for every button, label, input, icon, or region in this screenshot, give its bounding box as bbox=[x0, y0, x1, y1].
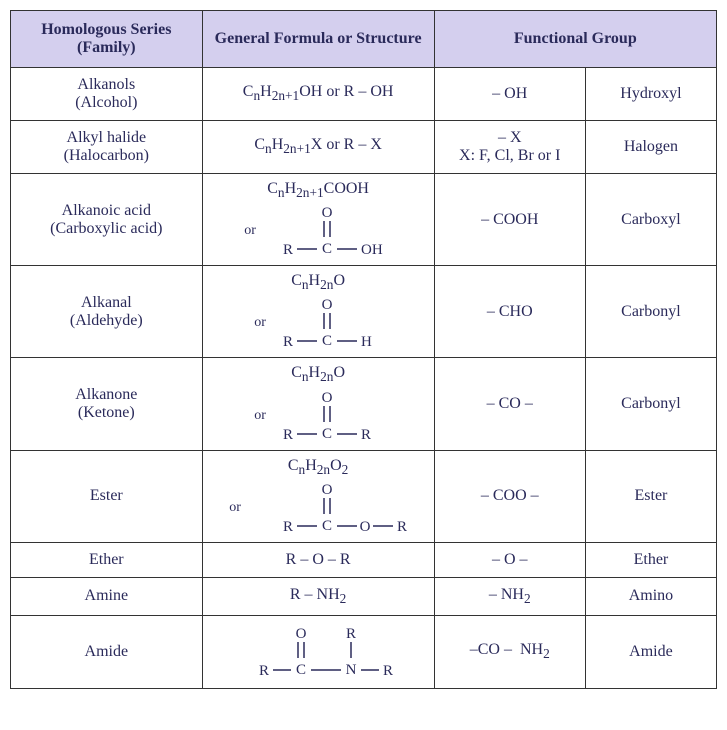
cell-family: Alkanone(Ketone) bbox=[11, 358, 203, 450]
header-formula: General Formula or Structure bbox=[202, 11, 434, 68]
table-row: EtherR – O – R– O –Ether bbox=[11, 542, 717, 577]
cell-functional-group: – NH2 bbox=[434, 577, 585, 615]
or-label: or bbox=[254, 408, 266, 424]
cell-group-name: Ether bbox=[585, 542, 716, 577]
struct-svg: O C R H bbox=[272, 295, 382, 351]
cell-functional-group: – OH bbox=[434, 68, 585, 121]
cell-group-name: Carbonyl bbox=[585, 358, 716, 450]
cell-formula: CnH2nO or O C R R bbox=[202, 358, 434, 450]
cell-group-name: Carboxyl bbox=[585, 174, 716, 266]
cell-formula: R – NH2 bbox=[202, 577, 434, 615]
formula-text: CnH2nO bbox=[254, 364, 382, 385]
svg-text:R: R bbox=[397, 519, 407, 535]
cell-group-name: Hydroxyl bbox=[585, 68, 716, 121]
struct-svg: O C R OH bbox=[262, 203, 392, 259]
table-row: AmineR – NH2– NH2Amino bbox=[11, 577, 717, 615]
svg-text:O: O bbox=[322, 205, 333, 221]
cell-family: Alkanoic acid(Carboxylic acid) bbox=[11, 174, 203, 266]
structure-diagram: O C R N R R bbox=[207, 622, 430, 682]
cell-formula: CnH2nO or O C R H bbox=[202, 266, 434, 358]
svg-text:R: R bbox=[383, 663, 393, 679]
header-fg: Functional Group bbox=[434, 11, 716, 68]
struct-svg: O C R O R bbox=[247, 480, 407, 536]
cell-functional-group: – XX: F, Cl, Br or I bbox=[434, 121, 585, 174]
table-row: EsterCnH2nO2orOCROR– COO –Ester bbox=[11, 450, 717, 542]
formula-text: CnH2nO bbox=[254, 272, 382, 293]
cell-family: Ester bbox=[11, 450, 203, 542]
structure-diagram: O C R R bbox=[272, 388, 382, 444]
svg-text:H: H bbox=[361, 334, 372, 350]
svg-text:C: C bbox=[322, 426, 332, 442]
cell-formula: CnH2n+1OH or R – OH bbox=[202, 68, 434, 121]
cell-group-name: Amide bbox=[585, 615, 716, 688]
svg-text:OH: OH bbox=[361, 242, 383, 258]
functional-groups-table: Homologous Series (Family) General Formu… bbox=[10, 10, 717, 689]
cell-family: Alkanols(Alcohol) bbox=[11, 68, 203, 121]
svg-text:C: C bbox=[296, 662, 306, 678]
table-body: Alkanols(Alcohol)CnH2n+1OH or R – OH– OH… bbox=[11, 68, 717, 689]
cell-functional-group: – COOH bbox=[434, 174, 585, 266]
svg-text:O: O bbox=[296, 626, 307, 642]
cell-formula: R – O – R bbox=[202, 542, 434, 577]
table-row: Alkanal(Aldehyde) CnH2nO or O C R H – CHOCarbon… bbox=[11, 266, 717, 358]
structure-diagram: O C R OH bbox=[262, 203, 392, 259]
svg-text:O: O bbox=[322, 482, 333, 498]
svg-text:C: C bbox=[322, 333, 332, 349]
svg-text:N: N bbox=[346, 662, 357, 678]
structure-diagram: O C R H bbox=[272, 295, 382, 351]
structure-diagram: O C R O R bbox=[247, 480, 407, 536]
cell-family: Alkyl halide(Halocarbon) bbox=[11, 121, 203, 174]
cell-formula: CnH2n+1X or R – X bbox=[202, 121, 434, 174]
svg-text:C: C bbox=[322, 241, 332, 257]
svg-text:R: R bbox=[283, 519, 293, 535]
table-row: Alkanoic acid(Carboxylic acid)CnH2n+1COO… bbox=[11, 174, 717, 266]
cell-family: Alkanal(Aldehyde) bbox=[11, 266, 203, 358]
struct-svg: O C R N R R bbox=[243, 622, 393, 682]
svg-text:R: R bbox=[259, 663, 269, 679]
cell-functional-group: –CO – NH2 bbox=[434, 615, 585, 688]
cell-functional-group: – CO – bbox=[434, 358, 585, 450]
table-row: Alkanone(Ketone) CnH2nO or O C R R – CO –Carbon… bbox=[11, 358, 717, 450]
svg-text:R: R bbox=[283, 334, 293, 350]
svg-text:R: R bbox=[283, 242, 293, 258]
cell-formula: CnH2n+1COOH or O C R OH bbox=[202, 174, 434, 266]
formula-text: CnH2n+1COOH bbox=[244, 180, 392, 201]
table-row: Alkanols(Alcohol)CnH2n+1OH or R – OH– OH… bbox=[11, 68, 717, 121]
formula-text: CnH2nO2 bbox=[229, 457, 407, 478]
cell-functional-group: – COO – bbox=[434, 450, 585, 542]
cell-functional-group: – O – bbox=[434, 542, 585, 577]
svg-text:R: R bbox=[346, 626, 356, 642]
table-row: Alkyl halide(Halocarbon)CnH2n+1X or R – … bbox=[11, 121, 717, 174]
cell-formula: CnH2nO2 or O C R O R bbox=[202, 450, 434, 542]
cell-family: Ether bbox=[11, 542, 203, 577]
svg-text:O: O bbox=[322, 297, 333, 313]
cell-group-name: Amino bbox=[585, 577, 716, 615]
or-label: or bbox=[229, 500, 241, 516]
svg-text:C: C bbox=[322, 518, 332, 534]
svg-text:O: O bbox=[322, 390, 333, 406]
cell-formula: O C R N R R bbox=[202, 615, 434, 688]
or-label: or bbox=[244, 223, 256, 239]
cell-group-name: Halogen bbox=[585, 121, 716, 174]
header-family: Homologous Series (Family) bbox=[11, 11, 203, 68]
cell-group-name: Carbonyl bbox=[585, 266, 716, 358]
table-row: AmideOCRNRR–CO – NH2Amide bbox=[11, 615, 717, 688]
cell-functional-group: – CHO bbox=[434, 266, 585, 358]
svg-text:O: O bbox=[360, 519, 371, 535]
cell-family: Amine bbox=[11, 577, 203, 615]
svg-text:R: R bbox=[283, 427, 293, 443]
or-label: or bbox=[254, 315, 266, 331]
struct-svg: O C R R bbox=[272, 388, 382, 444]
cell-family: Amide bbox=[11, 615, 203, 688]
cell-group-name: Ester bbox=[585, 450, 716, 542]
svg-text:R: R bbox=[361, 427, 371, 443]
